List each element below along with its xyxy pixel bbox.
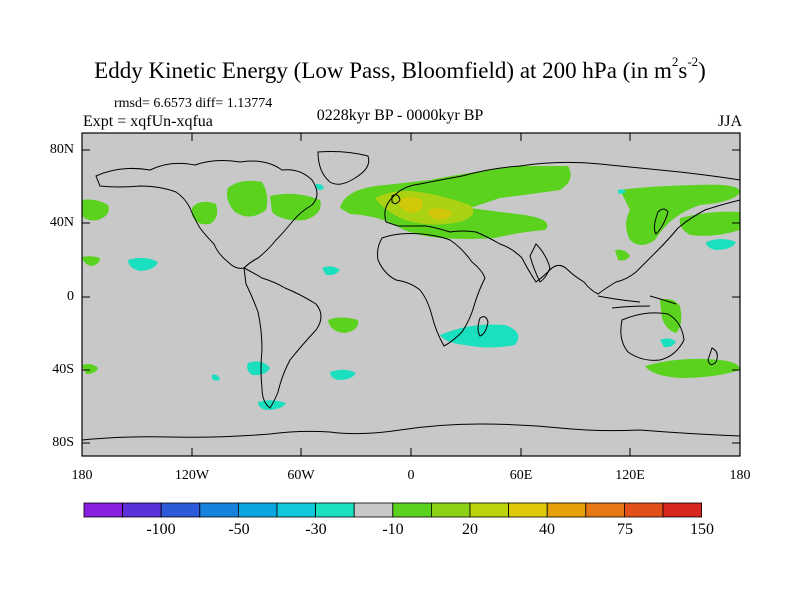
- y-label-40n: 40N: [49, 215, 74, 230]
- colorbar-label: -50: [228, 521, 250, 538]
- positive-region-south-indian: [615, 249, 630, 261]
- colorbar-swatch: [199, 502, 239, 518]
- page-title: Eddy Kinetic Energy (Low Pass, Bloomfiel…: [94, 54, 706, 83]
- negative-region-east-pacific: [128, 257, 158, 271]
- y-label-80n: 80N: [49, 142, 74, 157]
- positive-region-north-pacific: [192, 201, 218, 225]
- colorbar-swatch: [83, 502, 123, 518]
- x-label-120e: 120E: [615, 468, 645, 483]
- anomaly-shading: [82, 166, 740, 410]
- coastlines: [82, 151, 740, 441]
- colorbar-swatch: [276, 502, 316, 518]
- coast-new-zealand: [707, 347, 718, 366]
- coast-australia: [620, 312, 685, 361]
- season-label: JJA: [717, 113, 742, 130]
- coast-india: [529, 243, 551, 283]
- high-positive-region-mediterranean: [428, 208, 452, 220]
- negative-region-south-atlantic-africa: [440, 324, 519, 348]
- colorbar: [83, 502, 702, 518]
- colorbar-swatch: [469, 502, 509, 518]
- negative-region-tropical-atlantic: [322, 266, 340, 276]
- coast-antarctica: [82, 423, 740, 441]
- y-label-equator: 0: [67, 289, 74, 304]
- experiment-label: Expt = xqfUn-xqfua: [83, 113, 213, 130]
- negative-region-north-pacific-dot: [618, 189, 626, 194]
- coast-africa: [377, 233, 486, 347]
- coast-south-america: [243, 267, 322, 409]
- colorbar-swatch: [237, 502, 278, 518]
- coast-north-america: [95, 160, 318, 269]
- time-period-label: 0228kyr BP - 0000kyr BP: [316, 107, 484, 124]
- negative-region-indian-ocean: [706, 239, 736, 250]
- colorbar-swatch: [624, 502, 664, 518]
- positive-region-west-edge: [82, 199, 109, 221]
- coast-greenland: [317, 151, 370, 185]
- y-label-80s: 80S: [52, 435, 74, 450]
- positive-region-japan-pacific: [679, 211, 740, 236]
- colorbar-swatch: [508, 502, 548, 518]
- colorbar-label: 40: [539, 521, 555, 538]
- negative-region-south-atlantic: [330, 369, 356, 380]
- positive-region-south-america-coast: [328, 317, 359, 333]
- colorbar-swatch: [315, 502, 355, 518]
- x-label-180e: 180: [729, 468, 751, 483]
- colorbar-label: -10: [382, 521, 404, 538]
- negative-region-chile: [247, 361, 270, 376]
- positive-region-north-america: [226, 180, 268, 217]
- coast-british-isles: [391, 194, 401, 205]
- negative-region-east-pacific-south: [660, 338, 676, 348]
- coast-madagascar: [477, 316, 489, 337]
- positive-region-east-asia: [620, 184, 740, 245]
- map-background: [82, 133, 740, 456]
- axis-ticks: [81, 133, 741, 456]
- colorbar-swatch: [662, 502, 702, 518]
- colorbar-swatch: [353, 502, 394, 518]
- colorbar-label: -30: [305, 521, 327, 538]
- positive-region-south-pacific: [645, 358, 740, 378]
- x-label-60e: 60E: [509, 468, 533, 483]
- x-label-120w: 120W: [174, 468, 210, 483]
- colorbar-label: 150: [690, 521, 714, 538]
- colorbar-swatch: [585, 502, 625, 518]
- colorbar-swatch: [546, 502, 587, 518]
- high-positive-region-europe: [398, 197, 423, 213]
- coast-japan: [653, 208, 669, 235]
- colorbar-swatch: [392, 502, 432, 518]
- coast-indonesia: [597, 295, 677, 309]
- negative-region-far-west-south: [212, 374, 220, 381]
- colorbar-label: 20: [462, 521, 478, 538]
- colorbar-label: -100: [146, 521, 176, 538]
- coast-eurasia: [384, 161, 740, 295]
- negative-region-north-america-inland: [316, 183, 324, 190]
- rmsd-diff-stats: rmsd= 6.6573 diff= 1.13774: [114, 96, 273, 111]
- positive-region-far-west-atlantic: [82, 364, 98, 374]
- x-label-180w: 180: [71, 468, 93, 483]
- x-label-60w: 60W: [287, 468, 315, 483]
- colorbar-swatch: [122, 502, 162, 518]
- x-label-0: 0: [407, 468, 415, 483]
- colorbar-label: 75: [617, 521, 633, 538]
- positive-region-southwest-pacific: [82, 256, 100, 266]
- y-label-40s: 40S: [52, 362, 74, 377]
- colorbar-swatch: [160, 502, 201, 518]
- positive-region-northeast-us: [270, 193, 321, 221]
- colorbar-swatch: [430, 502, 471, 518]
